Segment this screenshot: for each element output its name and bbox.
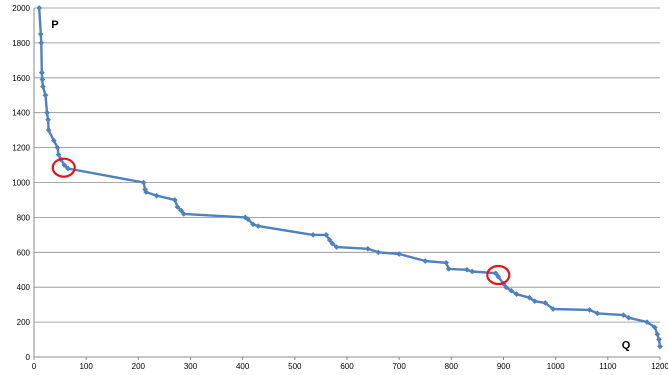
data-point [375, 249, 382, 256]
x-tick-label: 0 [32, 362, 37, 371]
data-point [654, 331, 661, 338]
data-point [445, 265, 452, 272]
data-point [396, 251, 403, 257]
x-tick-label: 900 [497, 362, 511, 371]
data-point [250, 221, 257, 228]
x-tick-label: 200 [132, 362, 146, 371]
data-point [39, 83, 46, 90]
tick-labels: 0 200 400 600 800 1000 1200 1400 1600 1800 2000 0 10… [12, 4, 668, 371]
data-point [364, 245, 371, 252]
series-line [38, 7, 662, 347]
data-point [323, 231, 330, 238]
data-point [620, 312, 627, 319]
data-point [651, 324, 658, 331]
x-tick-label: 600 [340, 362, 354, 371]
data-point [644, 319, 650, 326]
x-tick-label: 700 [392, 362, 406, 371]
data-point [45, 127, 52, 134]
y-tick-label: 1400 [12, 109, 30, 118]
x-tick-label: 1100 [599, 362, 617, 371]
data-point [326, 237, 333, 244]
data-point [329, 240, 336, 247]
highlight-layer [51, 157, 511, 286]
data-point [550, 306, 557, 312]
y-tick-label: 400 [17, 283, 31, 292]
data-point [174, 203, 181, 210]
x-tick-label: 1000 [547, 362, 565, 371]
data-point [42, 92, 49, 99]
data-point [443, 259, 450, 266]
series-layer [36, 5, 663, 350]
x-tick-label: 300 [184, 362, 198, 371]
x-tick-label: 400 [236, 362, 250, 371]
x-tick-label: 100 [79, 362, 93, 371]
y-tick-label: 1200 [12, 144, 30, 153]
data-point [180, 210, 187, 217]
data-point [140, 179, 147, 186]
data-point [244, 216, 251, 223]
data-point [38, 39, 45, 46]
data-point [61, 162, 68, 169]
data-point [586, 306, 593, 313]
data-point [656, 336, 662, 343]
data-point [513, 291, 520, 298]
data-point [310, 231, 317, 238]
data-point [50, 137, 57, 144]
axis-layer [33, 8, 661, 360]
data-point [464, 266, 470, 273]
data-point [143, 189, 150, 196]
y-tick-label: 2000 [12, 4, 30, 13]
data-point [503, 284, 510, 291]
y-tick-label: 1600 [12, 74, 30, 83]
y-tick-label: 800 [17, 213, 31, 222]
y-tick-label: 1000 [12, 179, 30, 188]
highlight-circle [486, 264, 511, 286]
annotation-label: P [51, 19, 58, 31]
data-point [594, 310, 601, 317]
data-point [255, 223, 262, 230]
data-point [333, 244, 340, 251]
data-point [531, 298, 538, 305]
data-point [508, 287, 515, 294]
y-tick-label: 0 [26, 353, 31, 362]
data-point [36, 5, 43, 11]
highlight-circle [51, 157, 76, 178]
x-tick-label: 500 [288, 362, 302, 371]
data-point [64, 165, 71, 172]
data-point [495, 273, 502, 280]
data-point [625, 314, 632, 321]
data-point [39, 76, 46, 83]
data-point [55, 151, 62, 158]
data-point [178, 207, 185, 214]
grid-layer [34, 7, 660, 323]
data-point [492, 270, 499, 277]
y-tick-label: 600 [17, 248, 31, 257]
x-tick-label: 1200 [651, 362, 668, 371]
data-point [657, 343, 663, 350]
data-point [422, 258, 429, 264]
data-point [54, 144, 61, 151]
data-point [153, 192, 160, 199]
x-tick-label: 800 [445, 362, 459, 371]
annotation-label: Q [622, 339, 631, 351]
data-point [45, 116, 52, 123]
data-point [469, 268, 476, 275]
data-point [38, 69, 45, 76]
y-tick-label: 200 [17, 318, 31, 327]
annotation-layer: PQ [51, 19, 631, 351]
data-point [37, 31, 44, 38]
data-point [171, 196, 178, 203]
y-tick-label: 1800 [12, 39, 30, 48]
data-point [542, 299, 549, 306]
data-point [44, 109, 50, 116]
data-point [526, 294, 533, 301]
